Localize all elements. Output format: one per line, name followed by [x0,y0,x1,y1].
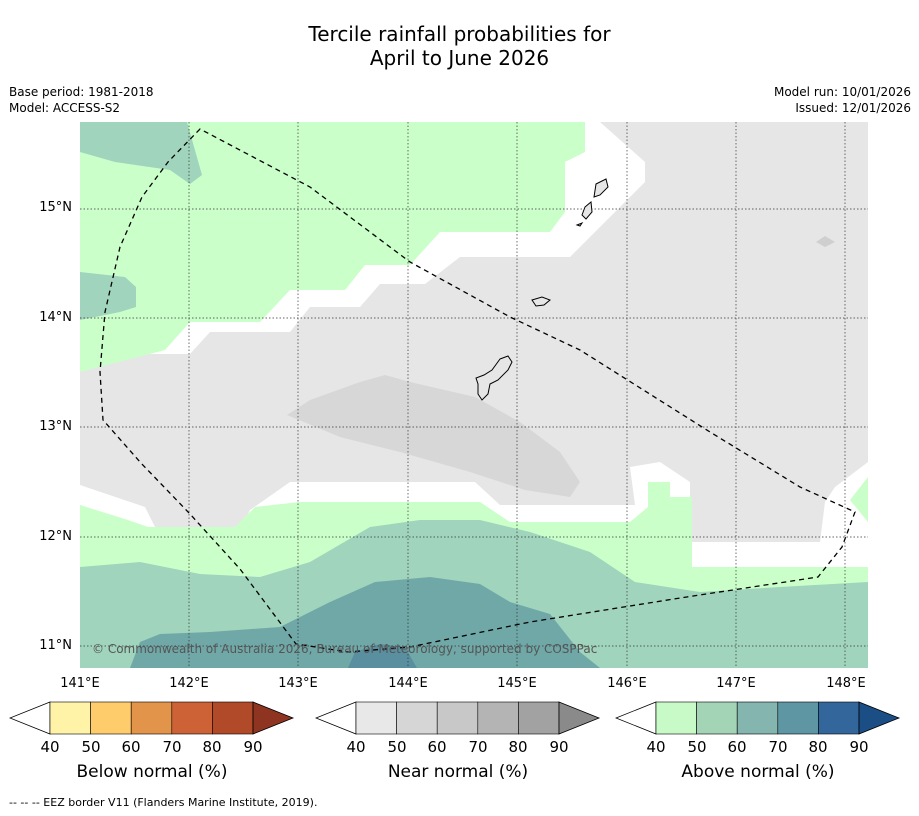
model-run: Model run: 10/01/2026 [773,85,911,99]
colorbar-segment [171,701,213,735]
map-panel: © Commonwealth of Australia 2026, Bureau… [80,122,868,668]
above-normal-40-top [80,122,585,372]
colorbar-min-extend [615,701,657,735]
map-title: Tercile rainfall probabilities for April… [0,22,919,70]
lon-label-144: 144°E [388,676,428,691]
meta-right: Model run: 10/01/2026 Issued: 12/01/2026 [774,84,911,116]
colorbar-max-extend [558,701,601,735]
lon-label-141: 141°E [60,676,100,691]
colorbar-segment [90,701,132,735]
island-tinian [581,201,593,220]
lat-label-14: 14°N [39,310,72,325]
copyright-notice: © Commonwealth of Australia 2026, Bureau… [92,642,598,656]
above-normal-50-left [80,272,136,320]
tick: 60 [727,738,747,756]
tick: 90 [243,738,263,756]
base-period: Base period: 1981-2018 [9,85,154,99]
title-line-1: Tercile rainfall probabilities for [308,22,611,46]
lon-label-147: 147°E [716,676,756,691]
colorbar-segment [736,701,779,735]
lat-label-11: 11°N [39,638,72,653]
map-svg [80,122,868,668]
tick: 80 [508,738,528,756]
colorbar-near-normal [315,701,601,735]
model-name: Model: ACCESS-S2 [9,101,121,115]
colorbar-title-near: Near normal (%) [387,762,529,782]
tick: 50 [81,738,101,756]
tick: 60 [121,738,141,756]
title-line-2: April to June 2026 [369,46,550,70]
colorbar-segment [396,701,438,735]
tick: 70 [162,738,182,756]
lon-label-143: 143°E [278,676,318,691]
tick: 40 [346,738,366,756]
colorbar-segment [518,701,560,735]
tick: 90 [849,738,869,756]
lat-label-13: 13°N [39,419,72,434]
colorbar-segment [355,701,397,735]
colorbar-title-below: Below normal (%) [76,762,228,782]
colorbar-max-extend [252,701,295,735]
lon-label-145: 145°E [497,676,537,691]
colorbar-segment [212,701,254,735]
colorbar-segment [130,701,173,735]
island-aguijan [575,221,584,227]
tick: 90 [549,738,569,756]
colorbar-segment [777,701,819,735]
colorbar-segment [436,701,479,735]
graticule [80,122,868,668]
eez-legend-note: -- -- -- EEZ border V11 (Flanders Marine… [9,796,318,809]
colorbar-segment [818,701,860,735]
colorbar-min-extend [9,701,51,735]
tick: 50 [387,738,407,756]
meta-left: Base period: 1981-2018 Model: ACCESS-S2 [9,84,154,116]
above-normal-60-bottom [130,577,600,668]
tick: 70 [768,738,788,756]
lat-label-12: 12°N [39,529,72,544]
island-rota [531,296,551,307]
tick: 70 [468,738,488,756]
tick: 80 [202,738,222,756]
colorbar-segment [477,701,519,735]
near-normal-50-blob [287,375,580,497]
tick: 40 [646,738,666,756]
island-saipan [593,178,609,198]
eez-border [99,128,856,653]
island-guam [475,355,513,401]
lat-label-15: 15°N [39,200,72,215]
islands [475,178,609,401]
colorbar-above-normal [615,701,901,735]
colorbar-min-extend [315,701,357,735]
grey-islet [816,236,835,247]
lon-label-148: 148°E [826,676,866,691]
colorbar-segment [696,701,738,735]
tick: 40 [40,738,60,756]
colorbar-segment [655,701,697,735]
tick: 50 [687,738,707,756]
colorbar-title-above: Above normal (%) [681,762,835,782]
above-normal-50-top [80,122,202,184]
lon-label-142: 142°E [169,676,209,691]
colorbar-max-extend [858,701,901,735]
tick: 60 [427,738,447,756]
colorbar-segment [49,701,91,735]
issued-date: Issued: 12/01/2026 [795,101,911,115]
colorbar-below-normal [9,701,295,735]
tick: 80 [808,738,828,756]
lon-label-146: 146°E [607,676,647,691]
